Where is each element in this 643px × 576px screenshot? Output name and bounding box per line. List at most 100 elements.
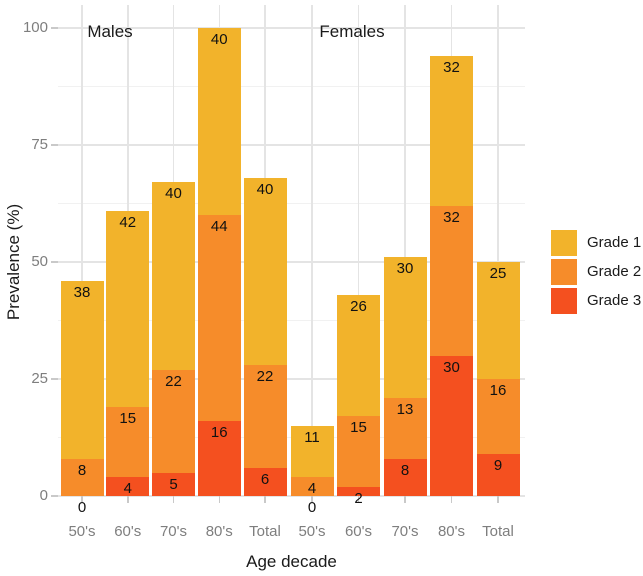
bar-value-label: 16 [489, 382, 507, 399]
bar-value-label: 15 [119, 410, 137, 428]
bar-segment [337, 294, 380, 417]
bar-value-label: 16 [210, 424, 228, 442]
bar-segment [290, 425, 334, 478]
y-axis-tick [51, 378, 58, 380]
bar-value-label: 13 [396, 400, 414, 418]
bar-value-label: 26 [350, 297, 367, 315]
x-axis-tick [497, 496, 499, 503]
bar-value-label: 4 [307, 480, 317, 498]
bar-value-label: 40 [165, 185, 182, 203]
x-tick-label: 70's [159, 523, 188, 540]
legend-label-grade3: Grade 3 [587, 292, 642, 309]
x-axis-tick [81, 496, 83, 503]
legend-key-grade1 [551, 230, 577, 256]
bar-value-label: 22 [256, 367, 274, 385]
bar-value-label: 0 [307, 499, 317, 516]
bar-value-label: 5 [169, 475, 178, 493]
bar-segment [337, 486, 380, 496]
gridline-minor-horizontal [58, 320, 525, 321]
x-tick-label: 50's [298, 523, 326, 540]
y-tick-label: 50 [31, 253, 48, 270]
x-axis-tick [450, 496, 453, 503]
bar-segment [430, 56, 473, 206]
bar-value-label: 15 [350, 419, 367, 437]
bar-value-label: 30 [443, 358, 460, 376]
bar-segment [106, 210, 150, 408]
gridline-major-horizontal [58, 27, 525, 29]
bar-value-label: 44 [210, 218, 228, 236]
legend-key-grade2 [551, 259, 577, 285]
x-tick-label: 80's [205, 523, 233, 540]
bar-segment [430, 205, 473, 356]
bar-segment [243, 364, 287, 468]
gridline-minor-horizontal [58, 86, 525, 87]
bar-segment [197, 28, 241, 216]
y-tick-label: 75 [31, 136, 48, 153]
y-tick-label: 25 [31, 370, 48, 387]
y-axis-title: Prevalence (%) [4, 203, 23, 321]
bar-segment [383, 458, 427, 496]
bar-segment [243, 467, 287, 496]
gridline-major-horizontal [58, 261, 525, 263]
gridline-major-vertical [311, 5, 313, 496]
x-axis-tick [127, 496, 129, 503]
bar-segment [476, 453, 520, 496]
x-tick-label: 60's [344, 523, 373, 540]
legend-key-grade3 [551, 288, 577, 314]
gridline-major-vertical [357, 5, 360, 496]
legend-label-grade2: Grade 2 [587, 263, 642, 280]
gridline-major-vertical [81, 5, 83, 496]
bar-value-label: 8 [400, 461, 410, 479]
bar-segment [197, 421, 241, 496]
bar-value-label: 6 [260, 470, 270, 488]
y-axis-tick [51, 495, 58, 497]
x-tick-label: 70's [391, 523, 419, 540]
bar-value-label: 22 [165, 372, 182, 390]
x-axis-tick [264, 496, 266, 503]
bar-value-label: 25 [489, 265, 507, 282]
group-title-females: Females [319, 22, 385, 41]
bar-segment [60, 458, 104, 496]
x-tick-label: 50's [68, 523, 96, 540]
bar-value-label: 8 [77, 461, 87, 479]
gridline-major-horizontal [58, 378, 525, 380]
gridline-major-vertical [497, 5, 499, 496]
bar-value-label: 4 [123, 480, 132, 498]
x-axis-tick [357, 496, 360, 503]
group-title-males: Males [87, 22, 133, 41]
gridline-major-vertical [404, 5, 406, 496]
y-tick-label: 0 [39, 487, 48, 504]
bar-segment [290, 477, 334, 496]
gridline-major-horizontal [58, 495, 525, 497]
bar-value-label: 40 [210, 31, 228, 48]
x-axis-title: Age decade [246, 552, 337, 571]
gridline-minor-horizontal [58, 203, 525, 204]
bar-value-label: 40 [256, 180, 274, 198]
gridline-major-horizontal [58, 144, 525, 146]
y-axis-tick [51, 261, 58, 263]
y-tick-label: 100 [22, 19, 48, 36]
bar-segment [383, 397, 427, 459]
bar-segment [243, 177, 287, 365]
bar-value-label: 0 [77, 499, 87, 516]
y-axis-tick [51, 144, 58, 146]
bar-value-label: 38 [73, 283, 91, 301]
x-axis-tick [404, 496, 406, 503]
bar-segment [106, 407, 150, 478]
bar-segment [476, 379, 520, 454]
bar-segment [152, 472, 195, 496]
x-axis-tick [172, 496, 175, 503]
bar-segment [106, 477, 150, 496]
bar-segment [60, 280, 104, 459]
bar-segment [383, 257, 427, 398]
bar-segment [197, 215, 241, 422]
bar-value-label: 9 [493, 456, 503, 474]
bar-value-label: 42 [119, 213, 137, 231]
legend-label-grade1: Grade 1 [587, 234, 642, 251]
bar-segment [476, 262, 520, 379]
bar-value-label: 32 [443, 59, 460, 77]
bar-segment [152, 182, 195, 370]
x-tick-label: Total [482, 523, 514, 540]
x-tick-label: Total [249, 523, 281, 540]
